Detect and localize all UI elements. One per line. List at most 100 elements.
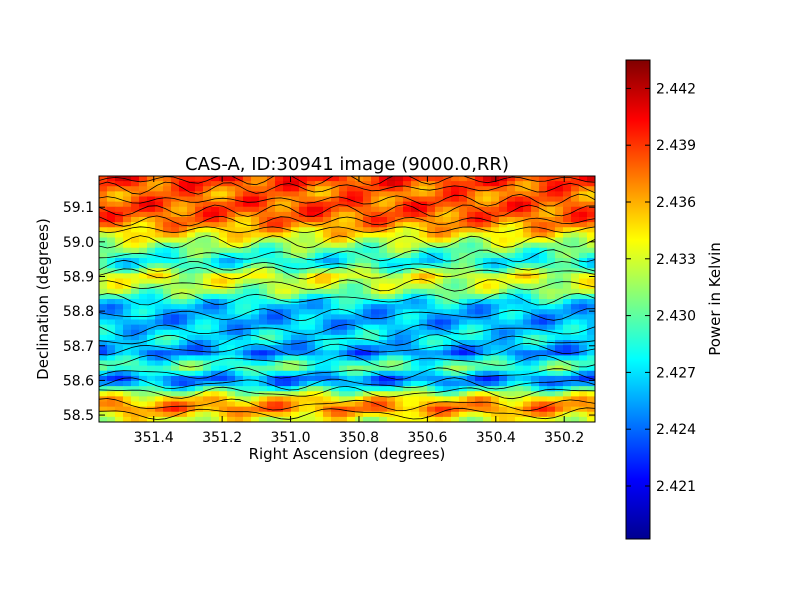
heatmap-cell [99, 345, 108, 351]
colorbar-tick-label: 2.430 [656, 309, 696, 325]
heatmap-cell [155, 217, 164, 223]
heatmap-cell [419, 252, 428, 259]
heatmap-cell [355, 181, 364, 187]
heatmap-cell [435, 370, 444, 377]
heatmap-cell [419, 319, 428, 326]
heatmap-cell [123, 263, 132, 269]
heatmap-cell [171, 299, 180, 305]
heatmap-cell [323, 217, 332, 223]
heatmap-cell [283, 350, 292, 356]
heatmap-cell [211, 232, 220, 239]
heatmap-cell [571, 334, 580, 341]
heatmap-cell [163, 191, 172, 198]
heatmap-cell [147, 201, 156, 208]
heatmap-cell [315, 334, 324, 341]
heatmap-cell [307, 324, 316, 331]
heatmap-cell [451, 232, 460, 239]
heatmap-cell [99, 263, 108, 269]
heatmap-cell [363, 232, 372, 239]
heatmap-cell [403, 201, 412, 208]
heatmap-cell [259, 232, 268, 239]
heatmap-cell [355, 309, 364, 315]
heatmap-cell [259, 375, 268, 382]
heatmap-cell [195, 258, 204, 264]
heatmap-cell [283, 227, 292, 233]
heatmap-cell [403, 268, 412, 274]
heatmap-cell [291, 227, 300, 233]
heatmap-cell [395, 406, 404, 413]
heatmap-cell [571, 211, 580, 218]
heatmap-cell [219, 381, 228, 387]
heatmap-cell [163, 252, 172, 259]
heatmap-cell [387, 365, 396, 372]
heatmap-cell [531, 314, 540, 321]
heatmap-cell [483, 273, 492, 280]
x-tick-label: 350.2 [544, 430, 584, 446]
heatmap-cell [387, 329, 396, 336]
heatmap-cell [419, 350, 428, 356]
heatmap-cell [139, 334, 148, 341]
heatmap-cell [443, 217, 452, 223]
heatmap-cell [475, 242, 484, 249]
heatmap-cell [211, 406, 220, 413]
heatmap-cell [243, 201, 252, 208]
heatmap-cell [315, 411, 324, 418]
heatmap-cell [339, 288, 348, 295]
heatmap-cell [339, 329, 348, 336]
heatmap-cell [419, 258, 428, 264]
heatmap-cell [507, 263, 516, 269]
heatmap-cell [579, 268, 588, 274]
heatmap-cell [467, 370, 476, 377]
heatmap-cell [363, 345, 372, 351]
heatmap-cell [483, 350, 492, 356]
heatmap-cell [307, 227, 316, 233]
heatmap-cell [555, 299, 564, 305]
heatmap-cell [227, 340, 236, 346]
heatmap-cell [475, 345, 484, 351]
heatmap-cell [547, 416, 556, 422]
heatmap-cell [451, 350, 460, 356]
heatmap-cell [411, 345, 420, 351]
heatmap-cell [515, 299, 524, 305]
heatmap-cell [523, 176, 532, 182]
heatmap-cell [371, 345, 380, 351]
heatmap-cell [139, 252, 148, 259]
heatmap-cell [371, 273, 380, 280]
heatmap-cell [483, 176, 492, 182]
heatmap-cell [555, 278, 564, 285]
heatmap-cell [355, 401, 364, 408]
heatmap-cell [251, 232, 260, 239]
heatmap-cell [131, 191, 140, 198]
heatmap-cell [267, 263, 276, 269]
heatmap-cell [451, 314, 460, 321]
heatmap-cell [347, 288, 356, 295]
heatmap-cell [259, 396, 268, 403]
heatmap-cell [563, 396, 572, 403]
heatmap-cell [107, 401, 116, 408]
heatmap-cell [483, 375, 492, 382]
heatmap-cell [427, 360, 436, 367]
heatmap-cell [547, 268, 556, 274]
heatmap-cell [99, 391, 108, 397]
heatmap-cell [243, 211, 252, 218]
heatmap-cell [459, 314, 468, 321]
heatmap-cell [163, 242, 172, 249]
heatmap-cell [283, 324, 292, 331]
heatmap-cell [347, 242, 356, 249]
heatmap-cell [419, 329, 428, 336]
heatmap-cell [459, 206, 468, 213]
contour-line [99, 308, 595, 322]
heatmap-cell [171, 411, 180, 418]
heatmap-cell [123, 416, 132, 422]
heatmap-cell [179, 370, 188, 377]
heatmap-cell [443, 273, 452, 280]
heatmap-cell [387, 381, 396, 387]
heatmap-cell [195, 268, 204, 274]
heatmap-cell [115, 319, 124, 326]
heatmap-cell [555, 237, 564, 244]
heatmap-cell [323, 196, 332, 203]
heatmap-cell [187, 217, 196, 223]
heatmap-cell [587, 340, 595, 346]
heatmap-cell [355, 211, 364, 218]
heatmap-cell [155, 176, 164, 182]
